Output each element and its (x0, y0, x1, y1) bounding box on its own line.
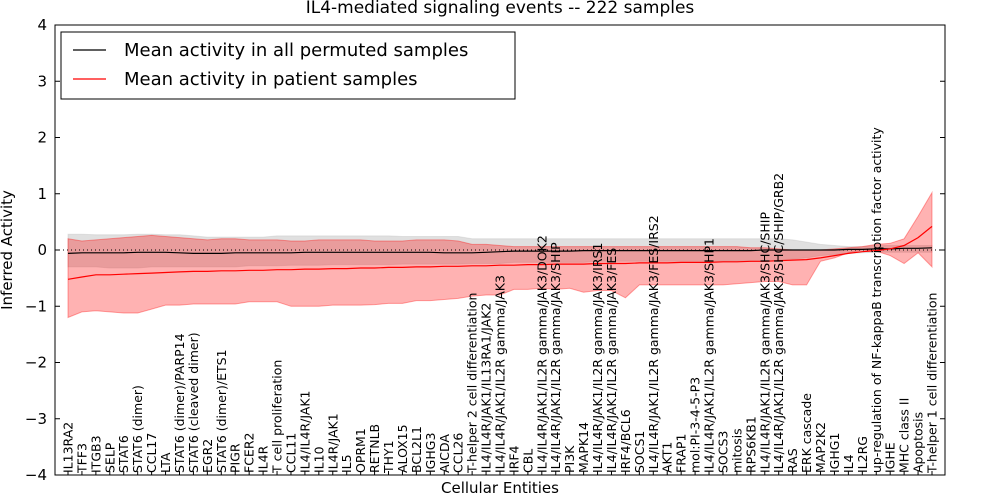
x-tick-label: TFF3 (74, 443, 89, 474)
x-tick-label: CBL (520, 449, 535, 473)
x-tick-label: IL4/IL4R/JAK1/IL2R gamma/JAK3/SHIP (548, 242, 563, 473)
x-tick-label: up-regulation of NF-kappaB transcription… (869, 127, 884, 473)
y-tick-label: −3 (25, 410, 47, 428)
x-tick-label: IL4/IL4R/JAK1/IL2R gamma/JAK3 (493, 275, 508, 473)
x-tick-label: IL4/IL4R/JAK1/IL2R gamma/JAK3/SHC/SHIP/G… (771, 173, 786, 473)
y-tick-label: −1 (25, 297, 47, 315)
x-tick-label: AICDA (437, 434, 452, 473)
y-tick-label: 0 (37, 241, 47, 259)
x-tick-label: mol:PI-3-4-5-P3 (688, 377, 703, 473)
y-tick-label: −4 (25, 466, 47, 484)
legend-box (60, 31, 516, 100)
y-axis-label: Inferred Activity (0, 190, 16, 310)
x-tick-label: IL4/IL4R/JAK1/IL2R gamma/JAK3/SHP1 (702, 238, 717, 473)
x-tick-label: MAPK14 (576, 422, 591, 473)
x-tick-label: EGR2 (200, 439, 215, 473)
x-tick-label: ERK cascade (799, 393, 814, 473)
x-tick-label: BCL2L1 (409, 426, 424, 473)
x-tick-label: IL13RA2 (61, 422, 76, 473)
x-tick-label: STAT6 (dimer)/PARP14 (172, 333, 187, 473)
x-tick-label: IL10 (311, 446, 326, 473)
x-tick-label: RETNLB (367, 424, 382, 473)
x-tick-label: STAT6 (cleaved dimer) (186, 332, 201, 473)
band-series-2 (67, 190, 933, 319)
x-tick-label: OPRM1 (353, 428, 368, 473)
x-tick-label: IGHE (883, 442, 898, 473)
x-tick-label: PI3K (562, 445, 577, 473)
x-tick-label: IL4/IL4R/JAK1/IL2R gamma/JAK3/FES/IRS2 (646, 215, 661, 473)
x-tick-label: IRF4/BCL6 (618, 409, 633, 473)
x-tick-label: FRAP1 (674, 434, 689, 473)
x-tick-label: STAT6 (116, 435, 131, 473)
x-tick-label: T cell proliferation (270, 360, 285, 474)
x-tick-label: IL4R/JAK1 (325, 413, 340, 473)
x-tick-label: IRF4 (506, 445, 521, 473)
axes: −4 −3 −2 −1 0 1 2 3 4 (25, 16, 946, 484)
x-tick-label: IL2RG (855, 436, 870, 473)
x-tick-label: mitosis (729, 428, 744, 473)
series-lines (55, 225, 945, 280)
x-tick-label: IL4/IL4R/JAK1/IL2R gamma/JAK3/FES (604, 248, 619, 473)
y-tick-label: 1 (37, 185, 47, 203)
x-tick-label: ALOX15 (395, 424, 410, 473)
x-tick-label: T-helper 2 cell differentiation (465, 293, 480, 474)
x-tick-label: STAT6 (dimer) (130, 385, 145, 473)
x-tick-label: LTA (158, 452, 173, 473)
x-tick-label: IGHG3 (423, 433, 438, 473)
x-tick-label: THY1 (381, 440, 396, 474)
x-tick-label: SELP (102, 442, 117, 473)
x-tick-label: T-helper 1 cell differentiation (925, 293, 940, 474)
x-tick-label: RPS6KB1 (743, 416, 758, 473)
x-tick-label: STAT6 (dimer)/ETS1 (214, 349, 229, 473)
x-tick-label: IL4/IL4R/JAK1 (297, 391, 312, 473)
x-axis-label: Cellular Entities (441, 479, 559, 497)
y-tick-label: 3 (37, 72, 47, 90)
x-tick-label: Apoptosis (911, 412, 926, 473)
x-tick-label: ITGB3 (88, 435, 103, 473)
legend-entry-2: Mean activity in patient samples (124, 69, 418, 90)
x-tick-label: IL4R (256, 445, 271, 473)
x-tick-label: CCL17 (144, 433, 159, 473)
x-tick-label: RAS (785, 448, 800, 473)
y-tick-label: 4 (37, 16, 47, 34)
legend: Mean activity in all permuted samples Mea… (60, 31, 516, 100)
x-tick-label: SOCS1 (632, 431, 647, 473)
y-tick-label: −2 (25, 354, 47, 372)
x-tick-label: IL4/IL4R/JAK1/IL13RA1/JAK2 (479, 303, 494, 473)
x-tick-label: CCL11 (284, 433, 299, 473)
x-tick-label: IL4/IL4R/JAK1/IL2R gamma/JAK3/SHC/SHIP (757, 212, 772, 473)
x-tick-label: IL4/IL4R/JAK1/IL2R gamma/JAK3/IRS1 (590, 243, 605, 473)
series-line-2 (67, 225, 933, 280)
x-tick-label: AKT1 (660, 442, 675, 473)
x-tick-label: MHC class II (897, 398, 912, 473)
x-tick-label: FCER2 (242, 433, 257, 473)
x-tick-label: SOCS3 (716, 431, 731, 473)
x-tick-label: IL4 (841, 454, 856, 473)
chart-title: IL4-mediated signaling events -- 222 sam… (306, 0, 695, 18)
x-tick-label: MAP2K2 (813, 422, 828, 473)
x-tick-label: IL4/IL4R/JAK1/IL2R gamma/JAK3/DOK2 (534, 235, 549, 473)
x-tick-label: IGHG1 (827, 433, 842, 473)
x-tick-label: IL5 (339, 454, 354, 473)
x-tick-label: CCL26 (451, 433, 466, 473)
x-tick-label: PIGR (228, 443, 243, 473)
series-line-1 (67, 247, 933, 254)
legend-entry-1: Mean activity in all permuted samples (124, 40, 468, 61)
y-tick-label: 2 (37, 129, 47, 147)
